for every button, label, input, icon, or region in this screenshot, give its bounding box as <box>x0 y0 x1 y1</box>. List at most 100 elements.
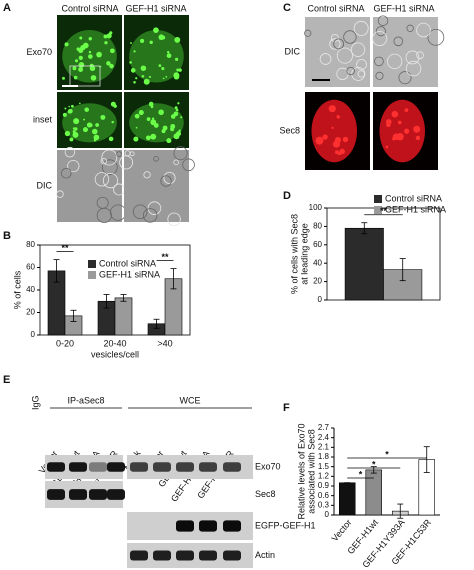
vesicle <box>141 74 145 78</box>
y-axis-label: Relative levels of Exo70 <box>296 423 306 519</box>
row-label: DIC <box>285 46 301 56</box>
spot <box>404 108 409 112</box>
texture <box>427 28 445 46</box>
legend-swatch <box>374 206 382 214</box>
vesicle <box>166 50 170 54</box>
micrograph <box>373 92 438 170</box>
texture <box>319 53 332 65</box>
vesicle <box>166 138 172 144</box>
spot <box>413 125 421 133</box>
band <box>107 462 125 472</box>
column-label: Control siRNA <box>307 3 364 13</box>
texture <box>56 190 64 198</box>
legend-label: GEF-H1 siRNA <box>99 269 160 279</box>
vesicle <box>148 75 152 79</box>
micrograph <box>304 17 370 87</box>
micrograph <box>124 92 189 148</box>
texture <box>153 155 159 162</box>
y-tick-label: 40 <box>26 285 35 294</box>
vesicle <box>64 130 71 137</box>
vesicle <box>111 120 114 124</box>
band <box>223 462 241 472</box>
vesicle <box>96 51 102 58</box>
blot-label: Sec8 <box>255 489 276 499</box>
panel-letter: B <box>3 230 11 242</box>
vesicle <box>174 36 181 43</box>
vesicle <box>153 27 159 33</box>
micrograph <box>124 15 189 90</box>
vesicle <box>180 116 183 119</box>
vesicle <box>175 108 179 112</box>
significance-label: ** <box>61 243 69 253</box>
vesicle <box>78 62 85 68</box>
x-axis-label: vesicles/cell <box>91 349 139 359</box>
texture <box>173 146 188 161</box>
vesicle <box>88 54 93 59</box>
vesicle <box>176 68 180 72</box>
texture <box>96 207 112 223</box>
y-tick-label: 80 <box>313 222 322 231</box>
band <box>199 462 217 472</box>
texture <box>405 60 422 77</box>
vesicle <box>130 42 133 45</box>
vesicle <box>83 118 86 121</box>
vesicle <box>79 102 81 105</box>
spot <box>339 148 345 155</box>
vesicle <box>90 75 97 81</box>
image-bg <box>373 17 438 87</box>
vesicle <box>64 107 67 110</box>
vesicle <box>72 66 77 71</box>
texture <box>375 71 384 80</box>
y-tick-label: 2.1 <box>318 442 330 451</box>
texture <box>356 59 367 70</box>
vesicle <box>146 117 151 122</box>
vesicle <box>109 48 115 54</box>
vesicle <box>67 109 72 114</box>
vesicle <box>170 114 176 119</box>
band <box>153 462 171 472</box>
vesicle <box>88 36 92 41</box>
spot <box>342 136 349 143</box>
vesicle <box>130 68 136 73</box>
texture <box>333 38 345 50</box>
significance-label: * <box>359 469 363 479</box>
y-axis-label: % of cells <box>12 270 22 309</box>
igg-label: IgG <box>30 395 40 410</box>
y-tick-label: 80 <box>26 240 35 249</box>
legend-label: Control siRNA <box>99 258 156 268</box>
texture <box>387 53 403 70</box>
vesicle <box>88 50 92 54</box>
vesicle <box>178 129 181 132</box>
texture <box>102 159 118 176</box>
vesicle <box>62 112 67 117</box>
vesicle <box>149 40 153 45</box>
vesicle <box>93 134 100 141</box>
vesicle <box>73 118 80 125</box>
spot <box>322 134 328 140</box>
texture <box>416 22 431 38</box>
texture <box>101 149 118 166</box>
error-bar <box>397 503 404 519</box>
bar <box>114 297 133 336</box>
band <box>107 489 125 500</box>
error-bar <box>120 294 127 302</box>
image-bg <box>57 150 122 222</box>
y-tick-label: 100 <box>309 203 323 212</box>
row-label: inset <box>33 114 53 124</box>
y-tick-label: 0 <box>318 295 323 304</box>
cell <box>379 99 425 163</box>
x-tick-label: >40 <box>157 338 172 348</box>
texture <box>147 201 162 215</box>
image-bg <box>305 17 370 87</box>
band <box>199 520 217 532</box>
spot <box>391 110 399 118</box>
vesicle <box>82 42 89 49</box>
vesicle <box>161 129 166 134</box>
texture <box>416 51 424 60</box>
vesicle <box>78 55 83 61</box>
vesicle <box>129 61 132 64</box>
spot <box>415 135 421 141</box>
y-tick-label: 0.3 <box>318 500 330 509</box>
spot <box>332 140 340 148</box>
x-tick-label: 0-20 <box>56 338 74 348</box>
